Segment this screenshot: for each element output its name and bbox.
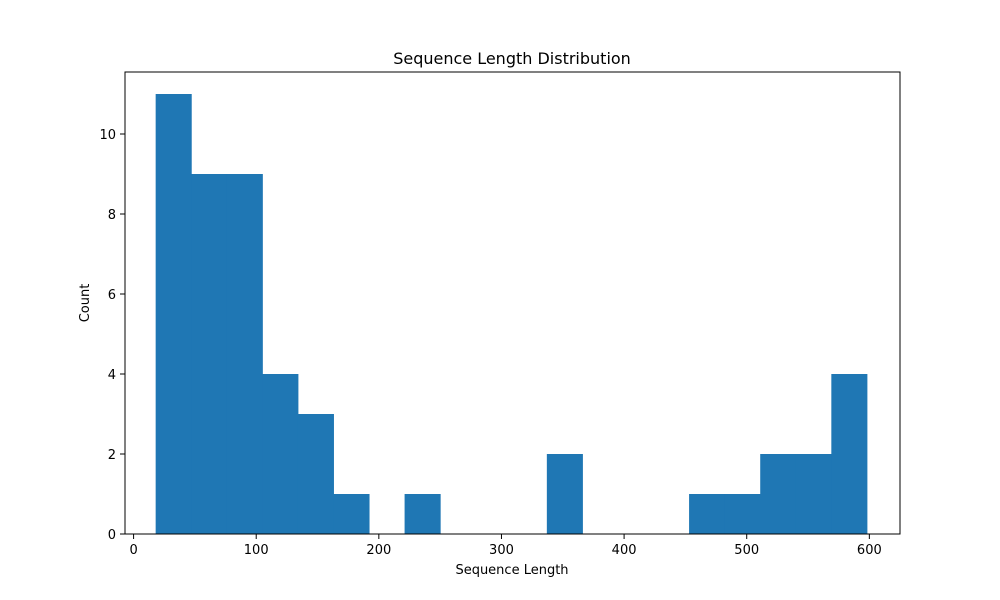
histogram-bar-4: [297, 414, 334, 534]
histogram-bar-16: [724, 494, 761, 534]
histogram-bar-7: [404, 494, 441, 534]
histogram-bar-3: [262, 374, 299, 534]
histogram-bar-1: [191, 174, 228, 534]
y-tick-label: 0: [108, 528, 116, 543]
y-tick-label: 4: [108, 368, 116, 383]
y-tick-label: 10: [99, 128, 116, 143]
histogram-bar-18: [795, 454, 832, 534]
histogram-bar-2: [226, 174, 263, 534]
x-tick-label: 100: [244, 543, 269, 558]
bars-group: [155, 94, 868, 534]
plot-frame: [124, 71, 901, 535]
x-tick-label: 300: [489, 543, 514, 558]
histogram-bar-11: [546, 454, 583, 534]
y-tick-label: 6: [108, 288, 116, 303]
histogram-bar-0: [155, 94, 192, 534]
y-tick-label: 2: [108, 448, 116, 463]
y-tick-label: 8: [108, 208, 116, 223]
x-axis-label: Sequence Length: [455, 563, 568, 578]
x-tick-label: 400: [612, 543, 637, 558]
histogram-bar-17: [760, 454, 797, 534]
x-axis: 0 100 200 300 400 500 600: [129, 534, 882, 558]
histogram-bar-15: [689, 494, 726, 534]
y-axis-label: Count: [78, 284, 93, 323]
x-tick-label: 600: [857, 543, 882, 558]
x-tick-label: 200: [366, 543, 391, 558]
histogram-bar-19: [831, 374, 868, 534]
chart-title: Sequence Length Distribution: [393, 49, 631, 68]
y-axis: 0 2 4 6 8 10: [99, 128, 125, 543]
x-tick-label: 0: [129, 543, 137, 558]
x-tick-label: 500: [734, 543, 759, 558]
histogram-bar-5: [333, 494, 370, 534]
